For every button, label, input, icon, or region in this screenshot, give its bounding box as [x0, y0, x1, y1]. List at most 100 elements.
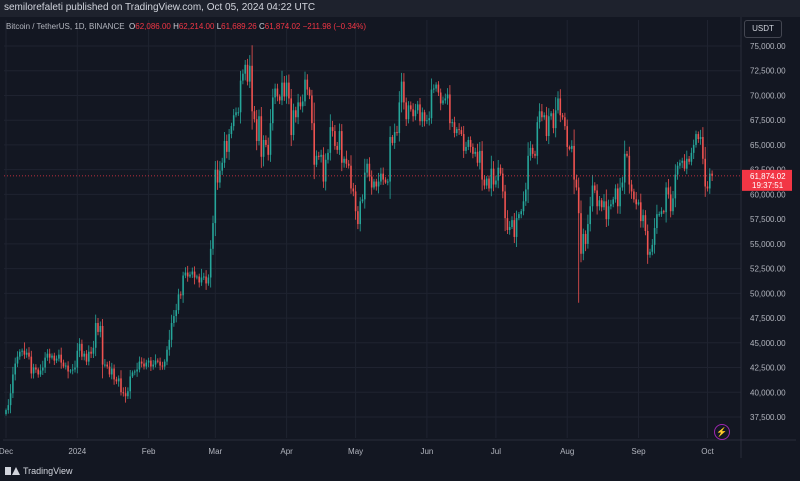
lightning-icon[interactable]: ⚡ [714, 424, 730, 440]
y-tick-label: 60,000.00 [750, 190, 786, 199]
candle-body [21, 350, 23, 352]
candle-body [76, 350, 79, 368]
candle-body [313, 123, 315, 165]
candle-body [587, 224, 589, 244]
candle-body [292, 110, 295, 136]
candle-body [297, 102, 299, 118]
candle-body [474, 151, 476, 154]
candle-body [315, 155, 318, 165]
candle-body [182, 275, 184, 296]
candle-body [341, 131, 343, 163]
candle-body [48, 353, 51, 358]
candle-body [209, 248, 212, 278]
candle-body [308, 89, 311, 96]
candle-body [690, 152, 693, 162]
candle-body [462, 134, 465, 151]
candle-body [446, 94, 449, 99]
candle-body [304, 79, 306, 102]
candle-body [28, 352, 30, 357]
tradingview-brand[interactable]: TradingView [5, 466, 73, 476]
candle-body [656, 214, 658, 229]
symbol-legend: Bitcoin / TetherUS, 1D, BINANCE O62,086.… [6, 22, 366, 31]
candle-body [527, 155, 529, 190]
y-tick-label: 65,000.00 [750, 141, 786, 150]
candle-body [283, 82, 286, 97]
candle-body [603, 201, 605, 208]
candle-body [642, 215, 644, 222]
candle-body [94, 323, 97, 348]
candle-body [561, 115, 564, 118]
candle-body [536, 122, 539, 156]
candle-body [672, 198, 674, 212]
candle-body [74, 367, 76, 370]
candle-body [9, 393, 12, 406]
candle-body [44, 357, 46, 368]
price-badge-value: 61,874.02 [750, 172, 786, 181]
candle-body [81, 343, 83, 357]
candle-body [269, 123, 272, 155]
candle-body [428, 118, 430, 121]
candle-body [393, 132, 396, 143]
candle-body [692, 144, 695, 153]
candle-body [600, 200, 603, 208]
candle-body [702, 137, 704, 159]
candle-body [520, 211, 522, 215]
candle-body [430, 89, 433, 119]
candle-body [67, 365, 69, 372]
candle-body [154, 360, 157, 365]
candle-body [55, 358, 58, 361]
candle-body [460, 130, 463, 135]
candle-body [97, 323, 99, 332]
candle-body [267, 144, 269, 155]
candle-body [85, 353, 88, 362]
candle-body [568, 146, 571, 149]
candle-body [382, 173, 384, 180]
candle-body [5, 410, 7, 415]
x-tick-label: Jun [420, 447, 433, 456]
candle-body [543, 115, 545, 118]
candle-body [628, 155, 631, 185]
candle-body [42, 367, 44, 371]
x-tick-label: Mar [208, 447, 222, 456]
candle-body [538, 111, 541, 123]
candle-body [301, 101, 304, 107]
candle-body [364, 172, 366, 200]
candle-body [129, 376, 131, 392]
candle-body [124, 393, 127, 397]
candle-body [143, 363, 145, 367]
y-tick-label: 57,500.00 [750, 215, 786, 224]
candle-body [157, 360, 159, 362]
candle-body [19, 351, 21, 357]
candle-body [481, 150, 483, 180]
candle-body [159, 361, 161, 366]
candle-body [152, 364, 154, 367]
candle-body [614, 188, 617, 200]
candle-body [686, 158, 688, 169]
currency-button[interactable]: USDT [744, 20, 782, 38]
candle-body [704, 158, 706, 187]
candle-body [373, 181, 375, 188]
open-label: O [129, 22, 136, 31]
candle-body [416, 104, 419, 111]
symbol-name[interactable]: Bitcoin / TetherUS, 1D, BINANCE [6, 22, 125, 31]
candle-body [594, 185, 596, 191]
change-value: −211.98 (−0.34%) [302, 22, 367, 31]
candle-body [617, 188, 619, 207]
candle-body [237, 112, 240, 114]
candle-body [39, 370, 42, 375]
y-tick-label: 42,500.00 [750, 364, 786, 373]
candle-body [575, 179, 578, 188]
candle-body [219, 170, 221, 183]
candle-body [150, 360, 152, 367]
candle-body [175, 310, 177, 317]
candle-body [508, 227, 511, 231]
high-label: H [173, 22, 179, 31]
y-tick-label: 70,000.00 [750, 91, 786, 100]
candle-body [131, 372, 134, 377]
candle-body [472, 146, 474, 154]
candle-body [492, 168, 495, 185]
candle-body [444, 98, 447, 101]
candle-body [552, 113, 555, 129]
candle-body [580, 213, 582, 254]
